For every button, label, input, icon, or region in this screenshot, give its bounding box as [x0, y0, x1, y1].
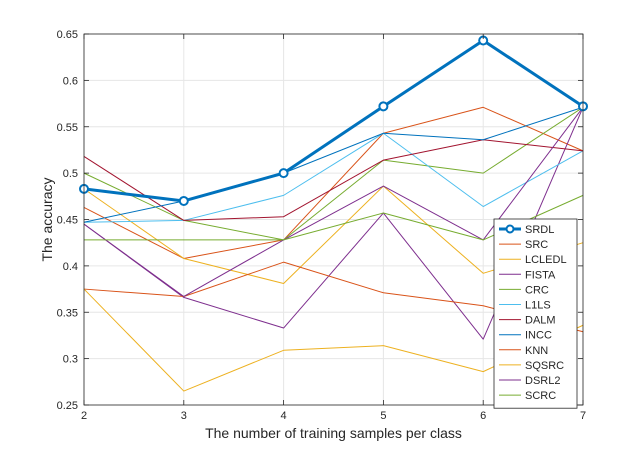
x-tick-label: 4 — [281, 410, 287, 422]
data-point-srdl — [178, 195, 189, 206]
series-line-crc — [83, 106, 584, 241]
y-tick-label: 0.35 — [57, 307, 78, 319]
x-tick-label: 5 — [380, 410, 386, 422]
x-tick-label: 2 — [81, 410, 87, 422]
series-line-dalm — [83, 139, 584, 221]
legend-label-dalm: DALM — [525, 315, 556, 327]
series-line-srdl — [83, 38, 584, 203]
y-tick-label: 0.45 — [57, 215, 78, 227]
legend-box — [493, 218, 578, 409]
y-tick-label: 0.3 — [63, 354, 78, 366]
legend-label-srdl: SRDL — [525, 224, 554, 236]
legend-label-l1ls: L1LS — [525, 300, 551, 312]
x-tick-label: 6 — [480, 410, 486, 422]
series-line-incc — [83, 106, 584, 223]
series-line-dsrl2 — [83, 106, 584, 297]
legend-label-dsrl2: DSRL2 — [525, 375, 560, 387]
legend-label-sqsrc: SQSRC — [525, 360, 564, 372]
data-point-srdl — [378, 101, 389, 112]
legend-label-crc: CRC — [525, 284, 549, 296]
y-tick-label: 0.65 — [57, 29, 78, 41]
legend-label-src: SRC — [525, 239, 548, 251]
x-tick-label: 7 — [580, 410, 586, 422]
y-tick-label: 0.5 — [63, 168, 78, 180]
data-point-srdl — [278, 168, 289, 179]
legend-label-scrc: SCRC — [525, 390, 556, 402]
y-tick-label: 0.4 — [63, 261, 78, 273]
series-line-l1ls — [83, 132, 584, 223]
series-line-src — [83, 106, 584, 259]
y-tick-label: 0.25 — [57, 400, 78, 412]
y-tick-label: 0.6 — [63, 75, 78, 87]
x-tick-label: 3 — [181, 410, 187, 422]
legend-label-lcledl: LCLEDL — [525, 254, 567, 266]
legend-label-knn: KNN — [525, 345, 548, 357]
y-axis-title: The accuracy — [39, 177, 55, 261]
legend-marker-srdl — [505, 224, 515, 234]
legend-label-incc: INCC — [525, 330, 552, 342]
legend: SRDL SRC LCLEDL FISTA CRC L1LS DALM INCC KNN SQSR… — [493, 218, 578, 409]
axis-ticks: 2 3 4 5 6 7 0.25 0.3 0.35 0.4 0.45 0.5 0.55 0.6 0.65 — [57, 29, 586, 422]
legend-label-fista: FISTA — [525, 269, 556, 281]
x-axis-title: The number of training samples per class — [205, 425, 462, 441]
y-tick-label: 0.55 — [57, 122, 78, 134]
